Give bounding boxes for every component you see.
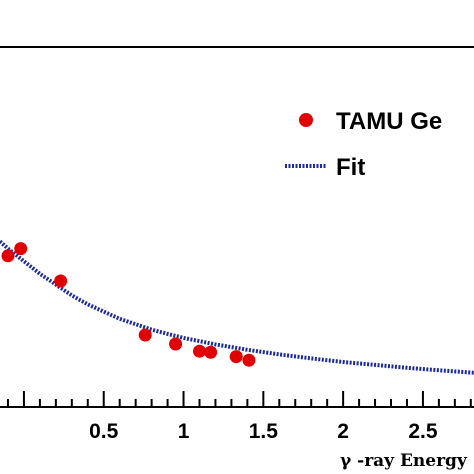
data-points (1, 242, 256, 367)
x-tick-label: 2.5 (408, 420, 438, 443)
data-point (204, 345, 218, 359)
data-point (138, 328, 152, 342)
x-axis-title: γ -ray Energy (340, 451, 468, 471)
data-point (54, 274, 68, 288)
legend: TAMU Ge Fit (285, 108, 442, 181)
legend-label-tamu-ge: TAMU Ge (336, 108, 442, 135)
x-tick-label: 2 (337, 420, 349, 443)
data-point (229, 350, 243, 364)
legend-label-fit: Fit (336, 154, 365, 181)
x-tick-label: 1 (178, 420, 190, 443)
x-tick-label: 1.5 (249, 420, 279, 443)
data-point (192, 344, 206, 358)
x-tick-label: 0.5 (89, 420, 119, 443)
fit-series (0, 239, 474, 375)
fit-curve (0, 239, 474, 375)
legend-marker-tamu-ge (299, 113, 313, 127)
data-point (1, 249, 15, 263)
data-point (169, 337, 183, 351)
x-tick-labels: 0.5 1 1.5 2 2.5 (89, 420, 438, 443)
data-point (14, 242, 28, 256)
x-ticks (6, 391, 472, 407)
data-point (242, 353, 256, 367)
